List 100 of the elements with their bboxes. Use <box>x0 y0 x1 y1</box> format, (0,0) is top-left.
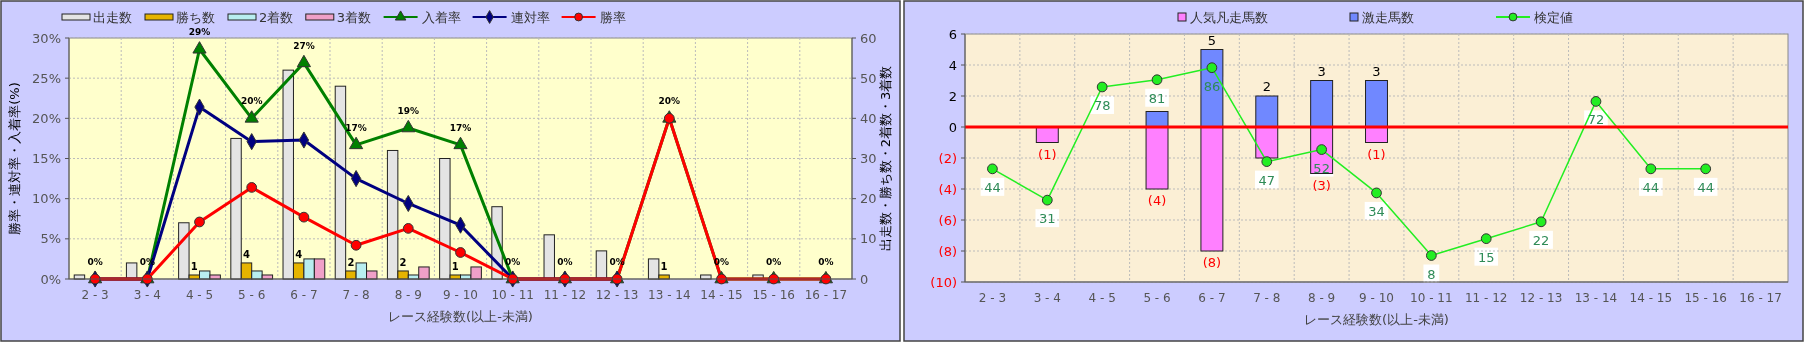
data-label: 47 <box>1258 172 1276 188</box>
x-tick-label: 13 - 14 <box>648 288 691 302</box>
x-tick-label: 16 - 17 <box>804 288 848 302</box>
x-tick-label: 13 - 14 <box>1574 291 1618 305</box>
x-tick-label: 16 - 17 <box>1739 291 1782 305</box>
data-label: 72 <box>1587 112 1605 128</box>
data-label: 3 <box>1372 63 1381 79</box>
data-label: (8) <box>1202 255 1222 270</box>
data-label: 4 <box>243 248 250 260</box>
x-tick-label: 11 - 12 <box>543 288 587 302</box>
data-label: 22 <box>1532 232 1550 248</box>
x-tick-label: 10 - 11 <box>491 288 534 302</box>
data-label: 86 <box>1203 78 1221 94</box>
data-label: 19% <box>397 105 420 116</box>
data-label: 2 <box>399 256 407 268</box>
data-label: 2 <box>1262 79 1271 94</box>
x-tick-label: 14 - 15 <box>1629 291 1673 305</box>
x-tick-label: 9 - 10 <box>1359 291 1394 305</box>
legend-label: 勝ち数 <box>176 10 215 25</box>
y2-tick-label: 40 <box>860 110 877 126</box>
y2-tick-label: 30 <box>860 151 877 166</box>
legend-label: 3着数 <box>336 10 372 25</box>
y-tick-label: 10% <box>32 191 61 207</box>
legend-label: 連対率 <box>510 10 550 25</box>
data-label: 44 <box>1642 179 1660 195</box>
data-label: 20% <box>658 96 681 107</box>
x-tick-label: 12 - 13 <box>1519 291 1563 305</box>
data-label: 0% <box>87 257 103 267</box>
legend-label: 2着数 <box>259 10 294 25</box>
data-label: 29% <box>188 27 211 38</box>
y2-tick-label: 60 <box>860 30 877 46</box>
data-label: 5 <box>1207 32 1217 48</box>
x-tick-label: 12 - 13 <box>595 288 639 302</box>
data-label: 15 <box>1477 249 1495 265</box>
y-tick-label: 4 <box>948 57 957 73</box>
x-tick-label: 7 - 8 <box>1253 291 1281 305</box>
legend-label: 出走数 <box>93 10 132 25</box>
data-label: 78 <box>1093 97 1111 113</box>
x-tick-label: 6 - 7 <box>1198 291 1226 305</box>
x-tick-label: 15 - 16 <box>1684 291 1727 305</box>
y-tick-label: 15% <box>32 151 61 166</box>
data-label: 1 <box>451 260 459 272</box>
x-tick-label: 11 - 12 <box>1464 291 1508 305</box>
data-label: 34 <box>1368 203 1385 219</box>
data-label: (3) <box>1312 177 1331 193</box>
y2-tick-label: 10 <box>860 231 877 247</box>
data-label: 0% <box>557 257 573 267</box>
data-label: 44 <box>984 179 1001 195</box>
data-label: 8 <box>1427 266 1436 282</box>
y-tick-label: 2 <box>948 88 957 104</box>
data-label: 0% <box>766 257 782 267</box>
x-axis-title: レース経験数(以上-未満) <box>388 309 533 324</box>
data-label: 31 <box>1039 211 1056 227</box>
x-tick-label: 8 - 9 <box>394 288 422 302</box>
legend-label: 勝率 <box>599 10 626 25</box>
data-label: 52 <box>1313 160 1330 176</box>
x-tick-label: 5 - 6 <box>238 288 266 302</box>
data-label: 17% <box>345 122 367 133</box>
data-label: (1) <box>1367 146 1386 162</box>
x-tick-label: 14 - 15 <box>700 288 743 302</box>
x-tick-label: 5 - 6 <box>1143 291 1171 305</box>
y2-tick-label: 20 <box>860 191 877 207</box>
x-tick-label: 10 - 11 <box>1410 291 1453 305</box>
x-tick-label: 6 - 7 <box>290 288 318 302</box>
data-label: 1 <box>660 260 668 272</box>
y-tick-label: 0% <box>40 271 61 287</box>
data-label: 0% <box>818 257 834 267</box>
data-label: 20% <box>240 96 263 107</box>
x-tick-label: 4 - 5 <box>185 288 214 302</box>
y-tick-label: 20% <box>32 110 61 126</box>
data-label: (4) <box>1147 193 1167 208</box>
data-label: 3 <box>1317 63 1326 79</box>
y-tick-label: 30% <box>32 30 61 46</box>
y-tick-label: 6 <box>948 26 957 42</box>
x-tick-label: 3 - 4 <box>133 288 161 302</box>
x-tick-label: 8 - 9 <box>1308 291 1336 305</box>
data-label: 27% <box>293 40 315 51</box>
y2-axis-title: 出走数・勝ち数・2着数・3着数 <box>878 65 893 252</box>
data-label: 4 <box>295 248 303 260</box>
y2-tick-label: 0 <box>860 271 869 287</box>
legend-label: 人気凡走馬数 <box>1190 10 1268 25</box>
y-tick-label: (6) <box>938 212 957 228</box>
y-tick-label: 5% <box>40 231 61 247</box>
y-tick-label: (4) <box>938 181 957 197</box>
x-tick-label: 7 - 8 <box>342 288 370 302</box>
y2-tick-label: 50 <box>860 70 877 86</box>
y-tick-label: (2) <box>938 150 957 166</box>
y-axis-title: 勝率・連対率・入着率(%) <box>7 82 22 235</box>
data-label: 1 <box>190 260 198 272</box>
x-tick-label: 9 - 10 <box>443 288 478 302</box>
data-label: 81 <box>1148 90 1166 106</box>
x-tick-label: 15 - 16 <box>752 288 795 302</box>
legend-label: 激走馬数 <box>1362 10 1414 25</box>
y-tick-label: (10) <box>930 274 957 290</box>
x-tick-label: 2 - 3 <box>978 291 1007 305</box>
y-tick-label: 0 <box>948 119 957 135</box>
data-label: 44 <box>1697 179 1714 195</box>
x-tick-label: 4 - 5 <box>1088 291 1116 305</box>
legend-label: 入着率 <box>421 10 461 25</box>
y-tick-label: (8) <box>938 243 957 259</box>
